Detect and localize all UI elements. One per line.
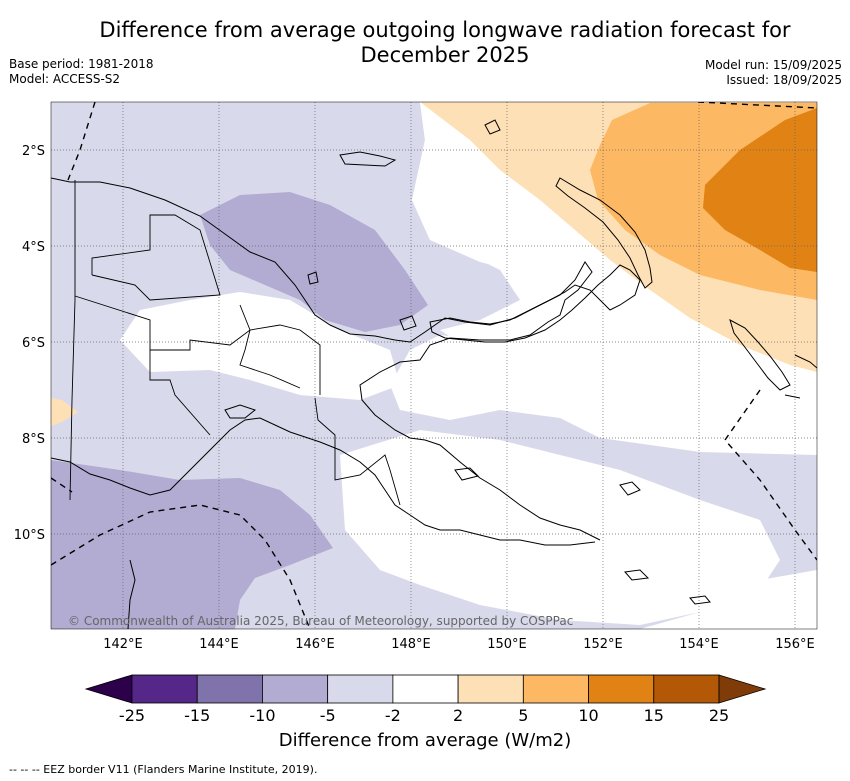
lat-label-4s: 4°S (22, 240, 45, 255)
new-britain-coast (429, 264, 641, 343)
province-border-highlands-2 (239, 304, 301, 389)
province-border-western (74, 295, 211, 436)
title-line-2: December 2025 (360, 43, 530, 67)
eez-northeast (697, 102, 817, 109)
eez-legend-note: -- -- -- EEZ border V11 (Flanders Marine… (9, 763, 318, 776)
model-info: Base period: 1981-2018 Model: ACCESS-S2 (9, 57, 154, 87)
colorbar-tick-label: 2 (453, 706, 463, 725)
lon-label-148e: 148°E (391, 637, 431, 652)
colorbar-tick-label: 5 (518, 706, 528, 725)
issued-date: Issued: 18/09/2025 (726, 73, 842, 87)
eez-southwest (51, 477, 73, 493)
eez-south (51, 504, 311, 629)
goodenough-island (454, 467, 479, 481)
longitude-labels: 142°E 144°E 146°E 148°E 150°E 152°E 154°… (103, 637, 815, 652)
colorbar-tick-label: 25 (709, 706, 729, 725)
new-guinea-south-coast (51, 417, 596, 546)
anomaly-region-neutral-inland (120, 292, 400, 400)
colorbar-segment (653, 674, 720, 704)
anomaly-region-dark-orange (703, 108, 817, 272)
colorbar-tick-label: 15 (644, 706, 664, 725)
colorbar-segment (196, 674, 263, 704)
administrative-borders (69, 180, 401, 506)
new-hanover-coast (484, 119, 501, 135)
lon-label-142e: 142°E (103, 637, 143, 652)
woodlark-island (624, 569, 650, 581)
manus-coast (339, 151, 397, 167)
model-name: Model: ACCESS-S2 (9, 72, 121, 86)
colorbar-segment (392, 674, 459, 704)
trobriand-island (619, 481, 641, 496)
anomaly-region-medium-purple-south (51, 460, 333, 629)
eez-borders (51, 102, 817, 629)
copyright-notice: © Commonwealth of Australia 2025, Bureau… (68, 614, 573, 628)
province-border-gulf (314, 397, 401, 506)
graticule (51, 102, 817, 629)
rossel-island (689, 595, 711, 605)
map-border (50, 101, 818, 630)
map-title: Difference from average outgoing longwav… (60, 18, 830, 68)
colorbar-segment (588, 674, 655, 704)
colorbar-segment (457, 674, 524, 704)
latitude-labels: 2°S 4°S 6°S 8°S 10°S (14, 144, 45, 543)
anomaly-region-light-orange-west (51, 398, 78, 426)
lat-label-8s: 8°S (22, 432, 45, 447)
colorbar-extend-high (718, 674, 767, 704)
lat-label-6s: 6°S (22, 336, 45, 351)
cape-york-coast (127, 559, 136, 629)
lon-label-146e: 146°E (295, 637, 335, 652)
lat-label-2s: 2°S (22, 144, 45, 159)
international-border (69, 180, 76, 501)
karkar-island (307, 271, 319, 285)
run-info: Model run: 15/09/2025 Issued: 18/09/2025 (705, 58, 842, 88)
colorbar-label: Difference from average (W/m2) (278, 730, 572, 751)
colorbar-tick-label: -5 (320, 706, 336, 725)
eez-east (724, 389, 817, 561)
colorbar-segment (131, 674, 198, 704)
coastlines (51, 119, 817, 629)
colorbar-segment (327, 674, 394, 704)
colorbar-tick-label: 10 (578, 706, 598, 725)
colorbar-tick-label: -10 (249, 706, 275, 725)
bougainville-coast (729, 318, 791, 391)
colorbar-segment (522, 674, 589, 704)
province-border-sepik (91, 214, 221, 301)
anomaly-region-neutral-south (340, 430, 780, 625)
new-guinea-north-coast (51, 177, 601, 541)
model-run-date: Model run: 15/09/2025 (704, 58, 842, 72)
title-line-1: Difference from average outgoing longwav… (99, 18, 791, 42)
solomon-islands-coast (784, 354, 817, 399)
anomaly-region-medium-purple-north (200, 192, 428, 332)
colorbar-tick-label: -15 (184, 706, 210, 725)
colorbar: -25 -15 -10 -5 -2 2 5 10 15 25 (84, 674, 767, 725)
lon-label-154e: 154°E (679, 637, 719, 652)
colorbar-tick-label: -25 (119, 706, 145, 725)
eez-northwest (67, 102, 96, 181)
umboi-island (399, 315, 417, 331)
colorbar-extend-low (84, 674, 133, 704)
colorbar-segment (262, 674, 329, 704)
base-period: Base period: 1981-2018 (9, 57, 154, 71)
lon-label-144e: 144°E (199, 637, 239, 652)
lon-label-152e: 152°E (583, 637, 623, 652)
anomaly-region-neutral-east (412, 102, 817, 455)
colorbar-tick-label: -2 (385, 706, 401, 725)
lon-label-150e: 150°E (487, 637, 527, 652)
new-ireland-coast (555, 177, 653, 289)
lon-label-156e: 156°E (775, 637, 815, 652)
lat-label-10s: 10°S (14, 528, 45, 543)
fly-delta-islands (224, 404, 257, 419)
map-frame-content: © Commonwealth of Australia 2025, Bureau… (51, 102, 817, 629)
